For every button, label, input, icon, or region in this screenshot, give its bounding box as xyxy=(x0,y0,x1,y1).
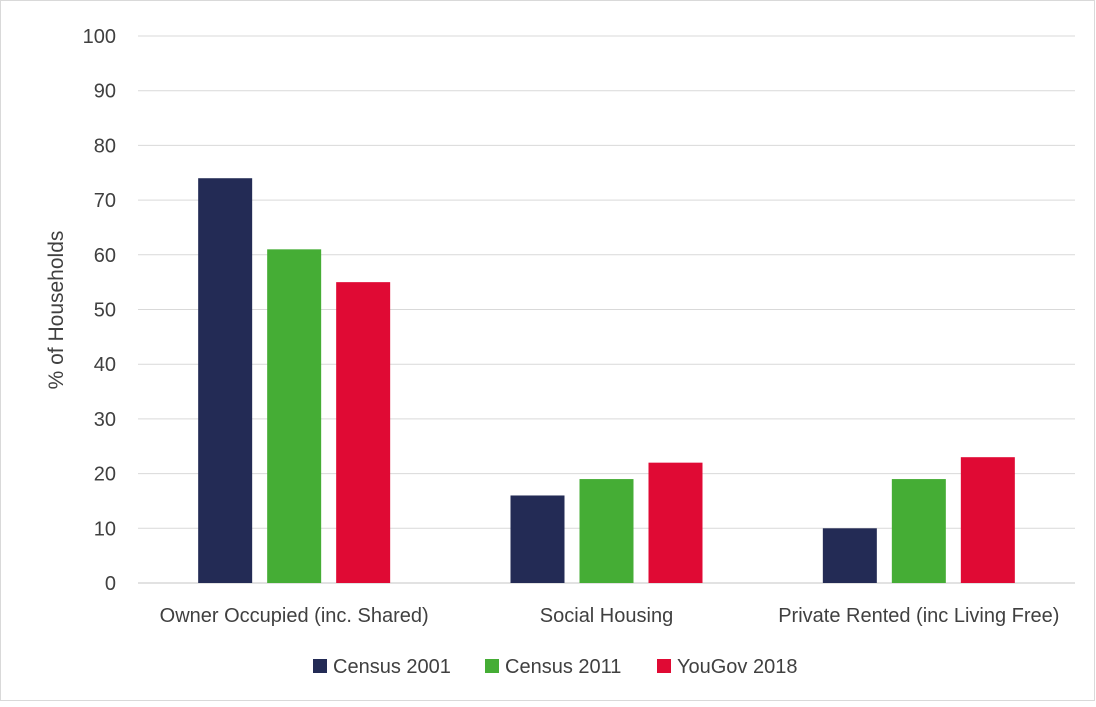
x-tick-label: Private Rented (inc Living Free) xyxy=(778,605,1059,627)
x-tick-label: Social Housing xyxy=(540,605,673,627)
legend-swatch-yougov-2018 xyxy=(657,659,671,673)
legend-label-census-2011: Census 2011 xyxy=(505,656,621,678)
y-tick-label: 100 xyxy=(83,26,116,48)
bar-yougov-2018-0 xyxy=(336,282,391,583)
y-tick-label: 20 xyxy=(94,464,116,486)
y-tick-label: 30 xyxy=(94,409,116,431)
legend-swatch-census-2001 xyxy=(313,659,327,673)
y-tick-label: 40 xyxy=(94,354,116,376)
y-axis-ticks: 0 10 20 30 40 50 60 70 80 90 100 xyxy=(83,26,116,595)
y-tick-label: 80 xyxy=(94,135,116,157)
y-tick-label: 60 xyxy=(94,245,116,267)
y-tick-label: 70 xyxy=(94,190,116,212)
legend-label-yougov-2018: YouGov 2018 xyxy=(677,656,797,678)
bar-census-2011-1 xyxy=(579,479,634,583)
bars xyxy=(198,178,1015,583)
legend-label-census-2001: Census 2001 xyxy=(333,656,451,678)
y-tick-label: 0 xyxy=(105,573,116,595)
x-axis-ticks: Owner Occupied (inc. Shared) Social Housi… xyxy=(160,605,1060,627)
y-tick-label: 90 xyxy=(94,81,116,103)
bar-census-2011-2 xyxy=(891,479,946,583)
y-tick-label: 50 xyxy=(94,300,116,322)
legend-swatch-census-2011 xyxy=(485,659,499,673)
bar-yougov-2018-2 xyxy=(960,457,1015,583)
bar-yougov-2018-1 xyxy=(648,462,703,583)
bar-census-2011-0 xyxy=(267,249,322,583)
y-axis-label: % of Households xyxy=(45,231,68,390)
bar-census-2001-2 xyxy=(822,528,877,583)
y-tick-label: 10 xyxy=(94,518,116,540)
x-tick-label: Owner Occupied (inc. Shared) xyxy=(160,605,429,627)
bar-census-2001-0 xyxy=(198,178,253,583)
legend: Census 2001 Census 2011 YouGov 2018 xyxy=(313,656,797,678)
bar-census-2001-1 xyxy=(510,495,565,583)
